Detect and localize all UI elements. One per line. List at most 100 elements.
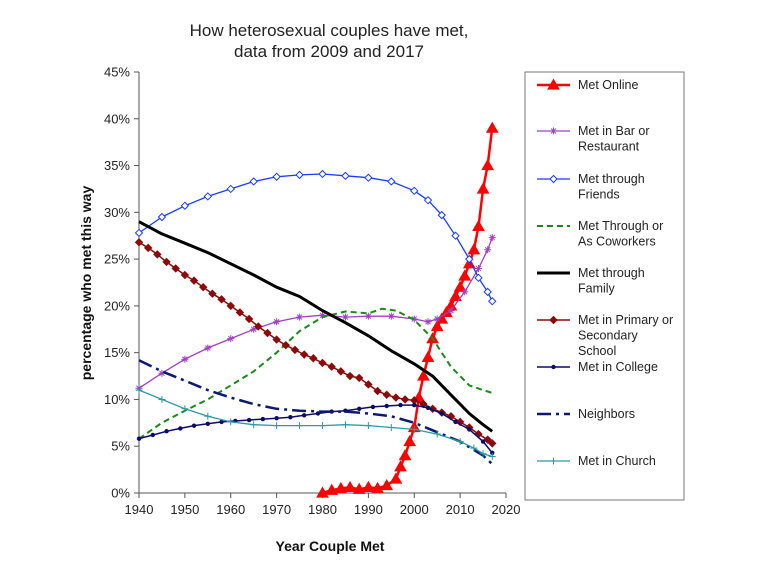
legend-label: Neighbors: [578, 407, 635, 421]
met-through-friends-point: [465, 254, 474, 264]
legend-met-in-primary-or-secondary-school-point: [549, 315, 558, 325]
legend-label: Met in Primary or: [578, 313, 673, 327]
x-tick-label: 2010: [446, 502, 475, 517]
legend-box: [524, 71, 685, 501]
x-tick-label: 1950: [170, 502, 199, 517]
legend-label: Restaurant: [578, 140, 640, 154]
met-in-bar-or-restaurant-point: [488, 234, 496, 242]
met-in-college-point: [398, 402, 403, 408]
legend-label: Met through: [578, 172, 645, 186]
met-in-primary-or-secondary-school-point: [134, 238, 144, 247]
y-tick-label: 0%: [111, 486, 130, 501]
met-in-college-point: [467, 427, 472, 432]
met-in-bar-or-restaurant-point: [461, 288, 469, 296]
met-in-church-point: [433, 430, 441, 438]
met-online-point: [371, 481, 384, 493]
met-through-friends-point: [134, 228, 144, 238]
y-tick-label: 15%: [104, 345, 130, 360]
met-online-point: [352, 482, 366, 494]
met-in-primary-or-secondary-school-point: [400, 395, 410, 404]
met-in-church-point: [135, 386, 143, 394]
x-tick-label: 1990: [354, 502, 383, 517]
legend-item-met-through-family: Met through Family: [537, 266, 645, 296]
met-in-bar-or-restaurant-point: [387, 312, 395, 320]
met-through-friends-point: [249, 177, 258, 186]
met-in-primary-or-secondary-school-point: [254, 322, 263, 331]
series-line-neighbors: [138, 359, 494, 465]
legend-label: Met Online: [578, 78, 638, 92]
x-tick-label: 2000: [400, 502, 429, 517]
met-in-primary-or-secondary-school-point: [309, 354, 318, 363]
met-in-primary-or-secondary-school-point: [345, 371, 355, 381]
met-in-primary-or-secondary-school-point: [226, 301, 235, 311]
legend-label: School: [578, 344, 616, 358]
met-in-primary-or-secondary-school-point: [217, 295, 226, 304]
met-online-point: [398, 449, 412, 461]
met-in-college-point: [453, 419, 458, 425]
met-online-point: [449, 290, 462, 302]
met-in-college-point: [412, 402, 417, 408]
met-in-primary-or-secondary-school-point: [488, 439, 497, 448]
met-in-primary-or-secondary-school-point: [199, 282, 208, 292]
met-in-college-point: [490, 450, 495, 455]
y-tick-label: 35%: [104, 158, 130, 173]
met-online-point: [389, 472, 403, 484]
y-tick-label: 25%: [104, 252, 130, 267]
met-in-church-point: [410, 425, 418, 433]
met-in-primary-or-secondary-school-point: [327, 362, 336, 371]
met-online-point: [394, 460, 407, 472]
series-met-in-college: [136, 402, 495, 455]
met-in-primary-or-secondary-school-point: [180, 270, 190, 280]
chart-title-line-1: How heterosexual couples have met,: [190, 21, 469, 40]
met-in-church-point: [227, 418, 235, 426]
met-in-church-point: [181, 405, 189, 413]
met-online-point: [380, 479, 394, 491]
met-in-primary-or-secondary-school-point: [162, 257, 171, 267]
met-in-church-point: [387, 424, 395, 432]
met-in-primary-or-secondary-school-point: [290, 345, 300, 355]
series-met-through-family: [138, 220, 494, 433]
met-online-point: [343, 480, 357, 493]
met-in-primary-or-secondary-school-point: [299, 350, 309, 359]
legend-item-neighbors: Neighbors: [537, 407, 635, 421]
legend-met-through-friends-point: [549, 174, 558, 184]
met-in-church-point: [488, 453, 496, 461]
met-in-primary-or-secondary-school-point: [382, 390, 391, 399]
met-in-church-point: [273, 422, 281, 430]
met-through-friends-point: [226, 184, 235, 194]
met-in-bar-or-restaurant-point: [296, 313, 304, 321]
met-in-college-point: [260, 416, 266, 422]
met-through-friends-point: [272, 172, 281, 181]
met-online-point: [417, 369, 430, 381]
met-in-primary-or-secondary-school-point: [171, 264, 180, 273]
met-in-primary-or-secondary-school-point: [189, 276, 199, 285]
met-in-college-point: [439, 411, 444, 416]
met-in-college-point: [288, 415, 293, 420]
y-axis-title: percentage who met this way: [78, 186, 94, 381]
met-in-college-point: [246, 417, 252, 423]
x-tick-label: 1960: [216, 502, 245, 517]
met-through-friends-point: [157, 212, 167, 222]
met-online-point: [472, 219, 485, 231]
x-tick-label: 2020: [492, 502, 521, 517]
legend-label: Secondary: [578, 329, 639, 343]
met-in-bar-or-restaurant-point: [484, 246, 492, 254]
met-online-point: [334, 481, 348, 493]
series-met-online: [316, 121, 499, 498]
met-through-friends-point: [410, 186, 419, 196]
met-online-point: [458, 269, 472, 281]
series-line-met-online: [322, 127, 494, 495]
series-line-met-in-bar-or-restaurant: [138, 237, 493, 389]
met-in-college-point: [178, 426, 183, 431]
met-in-bar-or-restaurant-point: [204, 344, 212, 352]
met-in-college-point: [357, 406, 362, 411]
x-tick-label: 1980: [308, 502, 337, 517]
met-online-point: [476, 182, 490, 194]
met-in-primary-or-secondary-school-point: [281, 340, 291, 350]
met-in-college-point: [205, 421, 211, 426]
met-in-primary-or-secondary-school-point: [364, 380, 373, 389]
met-online-point: [403, 435, 417, 447]
legend-label: Met in Church: [578, 454, 656, 468]
y-tick-label: 10%: [104, 392, 130, 407]
met-in-college-point: [384, 403, 389, 409]
